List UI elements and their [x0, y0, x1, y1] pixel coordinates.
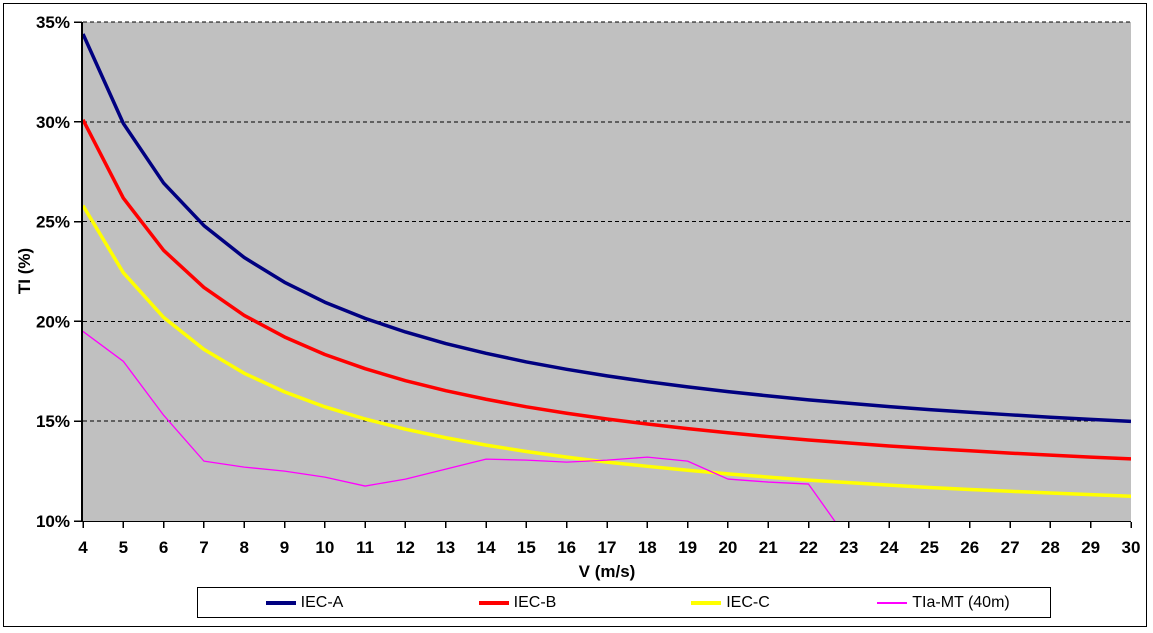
series-group	[83, 33, 1131, 521]
x-tick-label: 14	[477, 538, 496, 557]
x-tick-label: 25	[920, 538, 939, 557]
x-tick-label: 24	[880, 538, 899, 557]
legend-item-iec-a: IEC-A	[198, 594, 411, 612]
x-tick-label: 22	[799, 538, 818, 557]
legend: IEC-A IEC-B IEC-C TIa-MT (40m)	[197, 587, 1051, 618]
x-tick-label: 19	[678, 538, 697, 557]
y-tick-label: 25%	[36, 213, 70, 232]
x-tick-label: 10	[315, 538, 334, 557]
figure-border	[3, 3, 1147, 627]
x-tick-label: 9	[280, 538, 289, 557]
y-axis-title: TI (%)	[15, 247, 34, 295]
x-tick-label: 5	[119, 538, 128, 557]
legend-item-iec-c: IEC-C	[624, 594, 837, 612]
plot-area	[83, 22, 1131, 521]
series-line-iec-b	[83, 118, 1131, 461]
y-tick-label: 10%	[36, 512, 70, 531]
legend-swatch-iec-a	[265, 600, 296, 605]
y-tick-label: 20%	[36, 312, 70, 331]
legend-item-tia-mt-40m-: TIa-MT (40m)	[837, 594, 1050, 612]
legend-swatch-tia-mt-40m-	[877, 601, 908, 604]
x-tick-label: 16	[557, 538, 576, 557]
x-tick-label: 20	[718, 538, 737, 557]
y-tick-label: 35%	[36, 13, 70, 32]
x-tick-label: 7	[199, 538, 208, 557]
x-tick-label: 21	[759, 538, 778, 557]
legend-label-iec-a: IEC-A	[300, 593, 344, 611]
legend-label-iec-c: IEC-C	[726, 593, 770, 611]
x-tick-label: 27	[1001, 538, 1020, 557]
x-tick-label: 15	[517, 538, 536, 557]
x-tick-label: 26	[960, 538, 979, 557]
x-tick-label: 6	[159, 538, 168, 557]
series-line-tia-mt-40m-	[83, 330, 836, 521]
x-tick-label: 28	[1041, 538, 1060, 557]
x-tick-label: 23	[839, 538, 858, 557]
x-tick-label: 11	[356, 538, 374, 557]
x-tick-label: 30	[1122, 538, 1141, 557]
x-tick-label: 8	[239, 538, 248, 557]
legend-label-tia-mt-40m-: TIa-MT (40m)	[912, 593, 1010, 611]
x-tick-label: 12	[396, 538, 415, 557]
x-axis-title: V (m/s)	[578, 562, 636, 581]
series-line-iec-c	[83, 204, 1131, 498]
legend-swatch-iec-c	[691, 600, 722, 605]
y-tick-label: 15%	[36, 412, 70, 431]
legend-swatch-iec-b	[478, 600, 509, 605]
series-line-iec-a	[83, 33, 1131, 424]
x-tick-label: 29	[1081, 538, 1100, 557]
x-tick-label: 18	[638, 538, 657, 557]
x-tick-label: 17	[598, 538, 617, 557]
x-tick-label: 13	[436, 538, 455, 557]
legend-item-iec-b: IEC-B	[411, 594, 624, 612]
legend-label-iec-b: IEC-B	[513, 593, 557, 611]
y-tick-label: 30%	[36, 113, 70, 132]
x-tick-label: 4	[78, 538, 88, 557]
